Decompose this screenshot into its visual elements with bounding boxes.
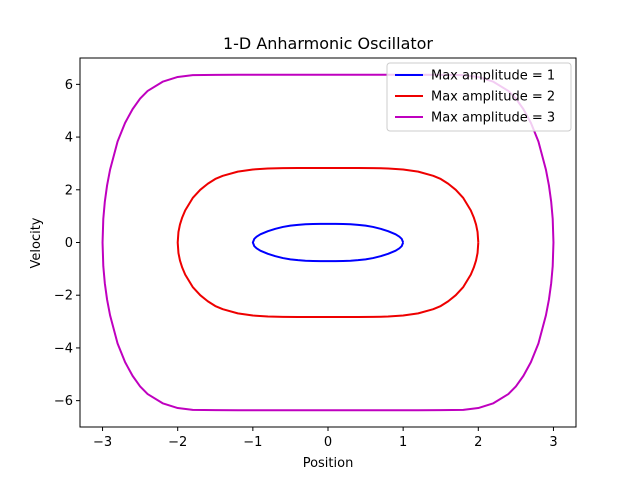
y-tick-label: 4 bbox=[65, 131, 73, 146]
y-tick-label: −6 bbox=[54, 394, 73, 409]
x-tick-label: 1 bbox=[399, 435, 407, 450]
chart-title: 1-D Anharmonic Oscillator bbox=[223, 34, 433, 53]
series-line-1 bbox=[251, 222, 405, 263]
x-tick-label: 2 bbox=[474, 435, 482, 450]
y-tick-label: 6 bbox=[65, 78, 73, 93]
x-tick-label: 0 bbox=[324, 435, 332, 450]
legend-label-2: Max amplitude = 2 bbox=[431, 90, 555, 105]
y-tick-label: 2 bbox=[65, 183, 73, 198]
x-axis: −3 −2 −1 0 1 2 3 bbox=[93, 427, 558, 450]
series-line-2 bbox=[176, 166, 480, 319]
x-tick-label: −3 bbox=[93, 435, 112, 450]
x-axis-label: Position bbox=[303, 456, 354, 471]
y-tick-label: −2 bbox=[54, 289, 73, 304]
y-tick-label: 0 bbox=[65, 236, 73, 251]
x-tick-label: −1 bbox=[243, 435, 262, 450]
legend-label-3: Max amplitude = 3 bbox=[431, 111, 555, 126]
legend: Max amplitude = 1 Max amplitude = 2 Max am… bbox=[386, 62, 572, 132]
x-tick-label: −2 bbox=[168, 435, 187, 450]
x-tick-label: 3 bbox=[549, 435, 557, 450]
legend-box bbox=[386, 62, 572, 132]
legend-label-1: Max amplitude = 1 bbox=[431, 69, 555, 84]
y-axis: −6 −4 −2 0 2 4 6 bbox=[54, 78, 80, 409]
y-tick-label: −4 bbox=[54, 341, 73, 356]
y-axis-label: Velocity bbox=[29, 217, 44, 268]
